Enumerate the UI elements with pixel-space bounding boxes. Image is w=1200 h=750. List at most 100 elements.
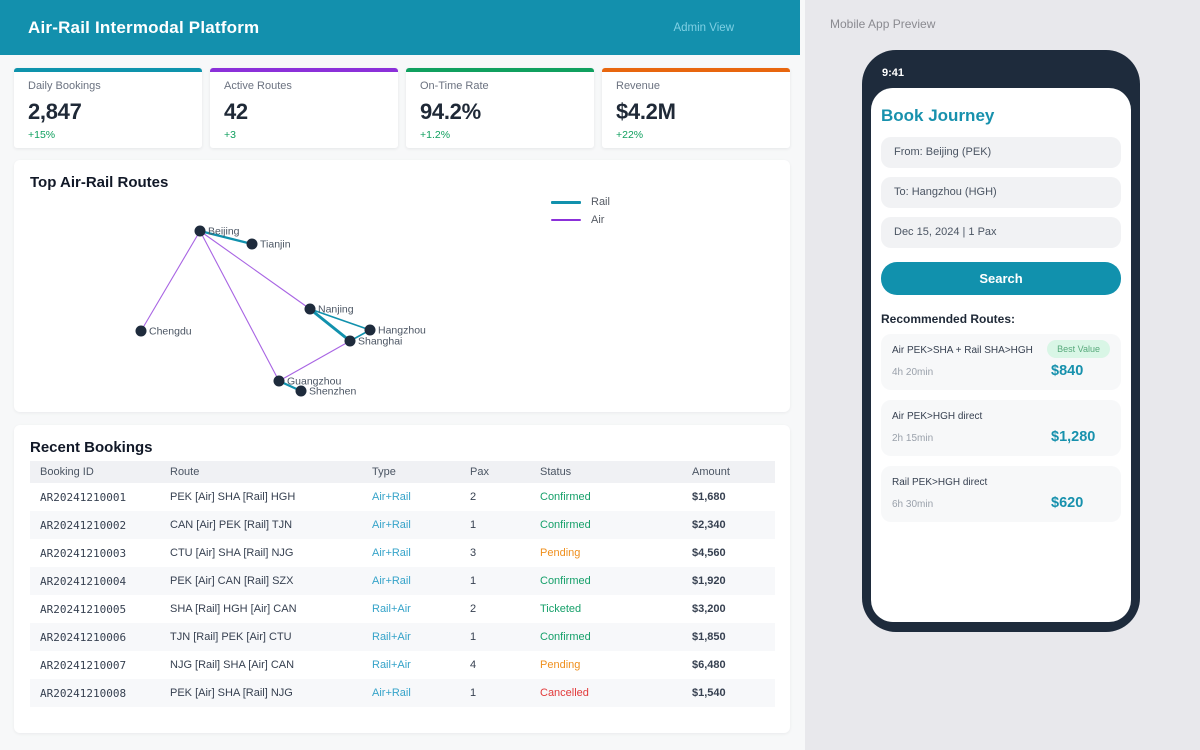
type-cell: Rail+Air <box>372 659 411 671</box>
route-edge-rail <box>309 307 351 343</box>
top-header: Air-Rail Intermodal Platform Admin View <box>0 0 800 55</box>
table-header-row: Booking ID Route Type Pax Status Amount <box>30 461 775 483</box>
chart-title: Top Air-Rail Routes <box>30 174 169 191</box>
route-option-price: $620 <box>1051 495 1084 511</box>
page-title: Air-Rail Intermodal Platform <box>28 17 260 37</box>
stat-value: $4.2M <box>616 99 676 124</box>
pax-cell: 2 <box>470 491 477 503</box>
stat-body: Daily Bookings 2,847 +15% <box>14 72 202 148</box>
column-header-type: Type <box>362 461 460 483</box>
table-row[interactable]: AR20241210001 PEK [Air] SHA [Rail] HGH Air… <box>30 483 775 511</box>
column-header-pax: Pax <box>460 461 530 483</box>
route-option-card[interactable]: Air PEK>HGH direct 2h 15min $1,280 <box>881 400 1121 456</box>
city-node-label: Shanghai <box>358 336 402 348</box>
status-cell: Confirmed <box>540 575 591 587</box>
city-node-label: Guangzhou <box>287 376 341 388</box>
table-row[interactable]: AR20241210005 SHA [Rail] HGH [Air] CAN Rai… <box>30 595 775 623</box>
phone-status-time: 9:41 <box>882 67 905 79</box>
table-row[interactable]: AR20241210004 PEK [Air] CAN [Rail] SZX Air… <box>30 567 775 595</box>
admin-view-link[interactable]: Admin View <box>673 21 734 34</box>
date-pax-field[interactable]: Dec 15, 2024 | 1 Pax <box>881 217 1121 248</box>
city-node <box>246 238 258 250</box>
stat-value: 94.2% <box>420 99 481 124</box>
route-option-duration: 2h 15min <box>892 433 934 444</box>
recommended-routes-title: Recommended Routes: <box>881 312 1016 326</box>
pax-cell: 3 <box>470 547 477 559</box>
route-option-price: $1,280 <box>1051 429 1096 445</box>
type-cell: Air+Rail <box>372 687 411 699</box>
recent-bookings-card: Recent Bookings Booking ID Route Type Pax St… <box>14 425 790 733</box>
city-node-label: Tianjin <box>260 239 291 251</box>
route-cell: CAN [Air] PEK [Rail] TJN <box>170 519 293 531</box>
column-header-status: Status <box>530 461 682 483</box>
legend-item-rail[interactable]: Rail <box>551 193 610 211</box>
phone-mockup: 9:41 Book Journey From: Beijing (PEK) To:… <box>862 50 1140 632</box>
stat-value: 42 <box>224 99 248 124</box>
stat-body: On-Time Rate 94.2% +1.2% <box>406 72 594 148</box>
pax-cell: 1 <box>470 575 477 587</box>
route-edge-air <box>278 340 351 382</box>
stat-label: On-Time Rate <box>420 80 489 92</box>
book-journey-title: Book Journey <box>881 106 995 125</box>
type-cell: Rail+Air <box>372 631 411 643</box>
route-option-price: $840 <box>1051 363 1084 379</box>
booking-id-cell: AR20241210004 <box>40 574 127 588</box>
table-row[interactable]: AR20241210007 NJG [Rail] SHA [Air] CAN Rai… <box>30 651 775 679</box>
stat-delta-badge: +15% <box>28 129 56 142</box>
chart-legend: Rail Air <box>551 193 610 229</box>
city-node <box>304 303 316 315</box>
amount-cell: $4,560 <box>692 547 726 559</box>
from-field[interactable]: From: Beijing (PEK) <box>881 137 1121 168</box>
city-node-label: Chengdu <box>149 326 192 338</box>
to-field[interactable]: To: Hangzhou (HGH) <box>881 177 1121 208</box>
route-cell: CTU [Air] SHA [Rail] NJG <box>170 547 294 559</box>
type-cell: Air+Rail <box>372 491 411 503</box>
route-option-duration: 4h 20min <box>892 367 934 378</box>
stat-accent-bar <box>406 68 594 72</box>
stat-card: Revenue $4.2M +22% <box>602 68 790 148</box>
route-option-card[interactable]: Air PEK>SHA + Rail SHA>HGH Best Value 4h 2… <box>881 334 1121 390</box>
city-node-label: Shenzhen <box>309 386 356 398</box>
route-option-card[interactable]: Rail PEK>HGH direct 6h 30min $620 <box>881 466 1121 522</box>
stat-card: Daily Bookings 2,847 +15% <box>14 68 202 148</box>
table-row[interactable]: AR20241210008 PEK [Air] SHA [Rail] NJG Air… <box>30 679 775 707</box>
route-edge-air <box>140 230 201 332</box>
table-row[interactable]: AR20241210006 TJN [Rail] PEK [Air] CTU Rai… <box>30 623 775 651</box>
city-node <box>364 324 376 336</box>
stat-accent-bar <box>210 68 398 72</box>
status-cell: Ticketed <box>540 603 582 615</box>
status-cell: Confirmed <box>540 519 591 531</box>
stat-label: Daily Bookings <box>28 80 101 92</box>
city-node <box>273 375 285 387</box>
stat-label: Active Routes <box>224 80 292 92</box>
legend-item-air[interactable]: Air <box>551 211 610 229</box>
table-row[interactable]: AR20241210002 CAN [Air] PEK [Rail] TJN Air… <box>30 511 775 539</box>
city-node <box>295 385 307 397</box>
type-cell: Air+Rail <box>372 575 411 587</box>
stat-delta-badge: +22% <box>616 129 644 142</box>
table-title: Recent Bookings <box>30 439 153 456</box>
legend-label: Rail <box>591 196 610 208</box>
type-cell: Rail+Air <box>372 603 411 615</box>
recommended-routes-list: Air PEK>SHA + Rail SHA>HGH Best Value 4h 2… <box>871 334 1131 522</box>
pax-cell: 2 <box>470 603 477 615</box>
city-node <box>135 325 147 337</box>
table-row[interactable]: AR20241210003 CTU [Air] SHA [Rail] NJG Air… <box>30 539 775 567</box>
amount-cell: $1,850 <box>692 631 726 643</box>
status-cell: Confirmed <box>540 491 591 503</box>
route-option-name: Air PEK>HGH direct <box>892 411 983 422</box>
stat-accent-bar <box>602 68 790 72</box>
booking-id-cell: AR20241210003 <box>40 546 127 560</box>
search-button[interactable]: Search <box>881 262 1121 295</box>
booking-id-cell: AR20241210007 <box>40 658 127 672</box>
stat-value: 2,847 <box>28 99 82 124</box>
mobile-preview-panel: Mobile App Preview 9:41 Book Journey Fro… <box>805 0 1200 750</box>
amount-cell: $2,340 <box>692 519 726 531</box>
route-option-name: Air PEK>SHA + Rail SHA>HGH <box>892 345 1033 356</box>
route-option-name: Rail PEK>HGH direct <box>892 477 988 488</box>
stat-delta-badge: +3 <box>224 129 236 142</box>
booking-id-cell: AR20241210005 <box>40 602 127 616</box>
route-cell: PEK [Air] SHA [Rail] NJG <box>170 687 293 699</box>
legend-swatch <box>551 219 581 221</box>
stat-label: Revenue <box>616 80 661 92</box>
